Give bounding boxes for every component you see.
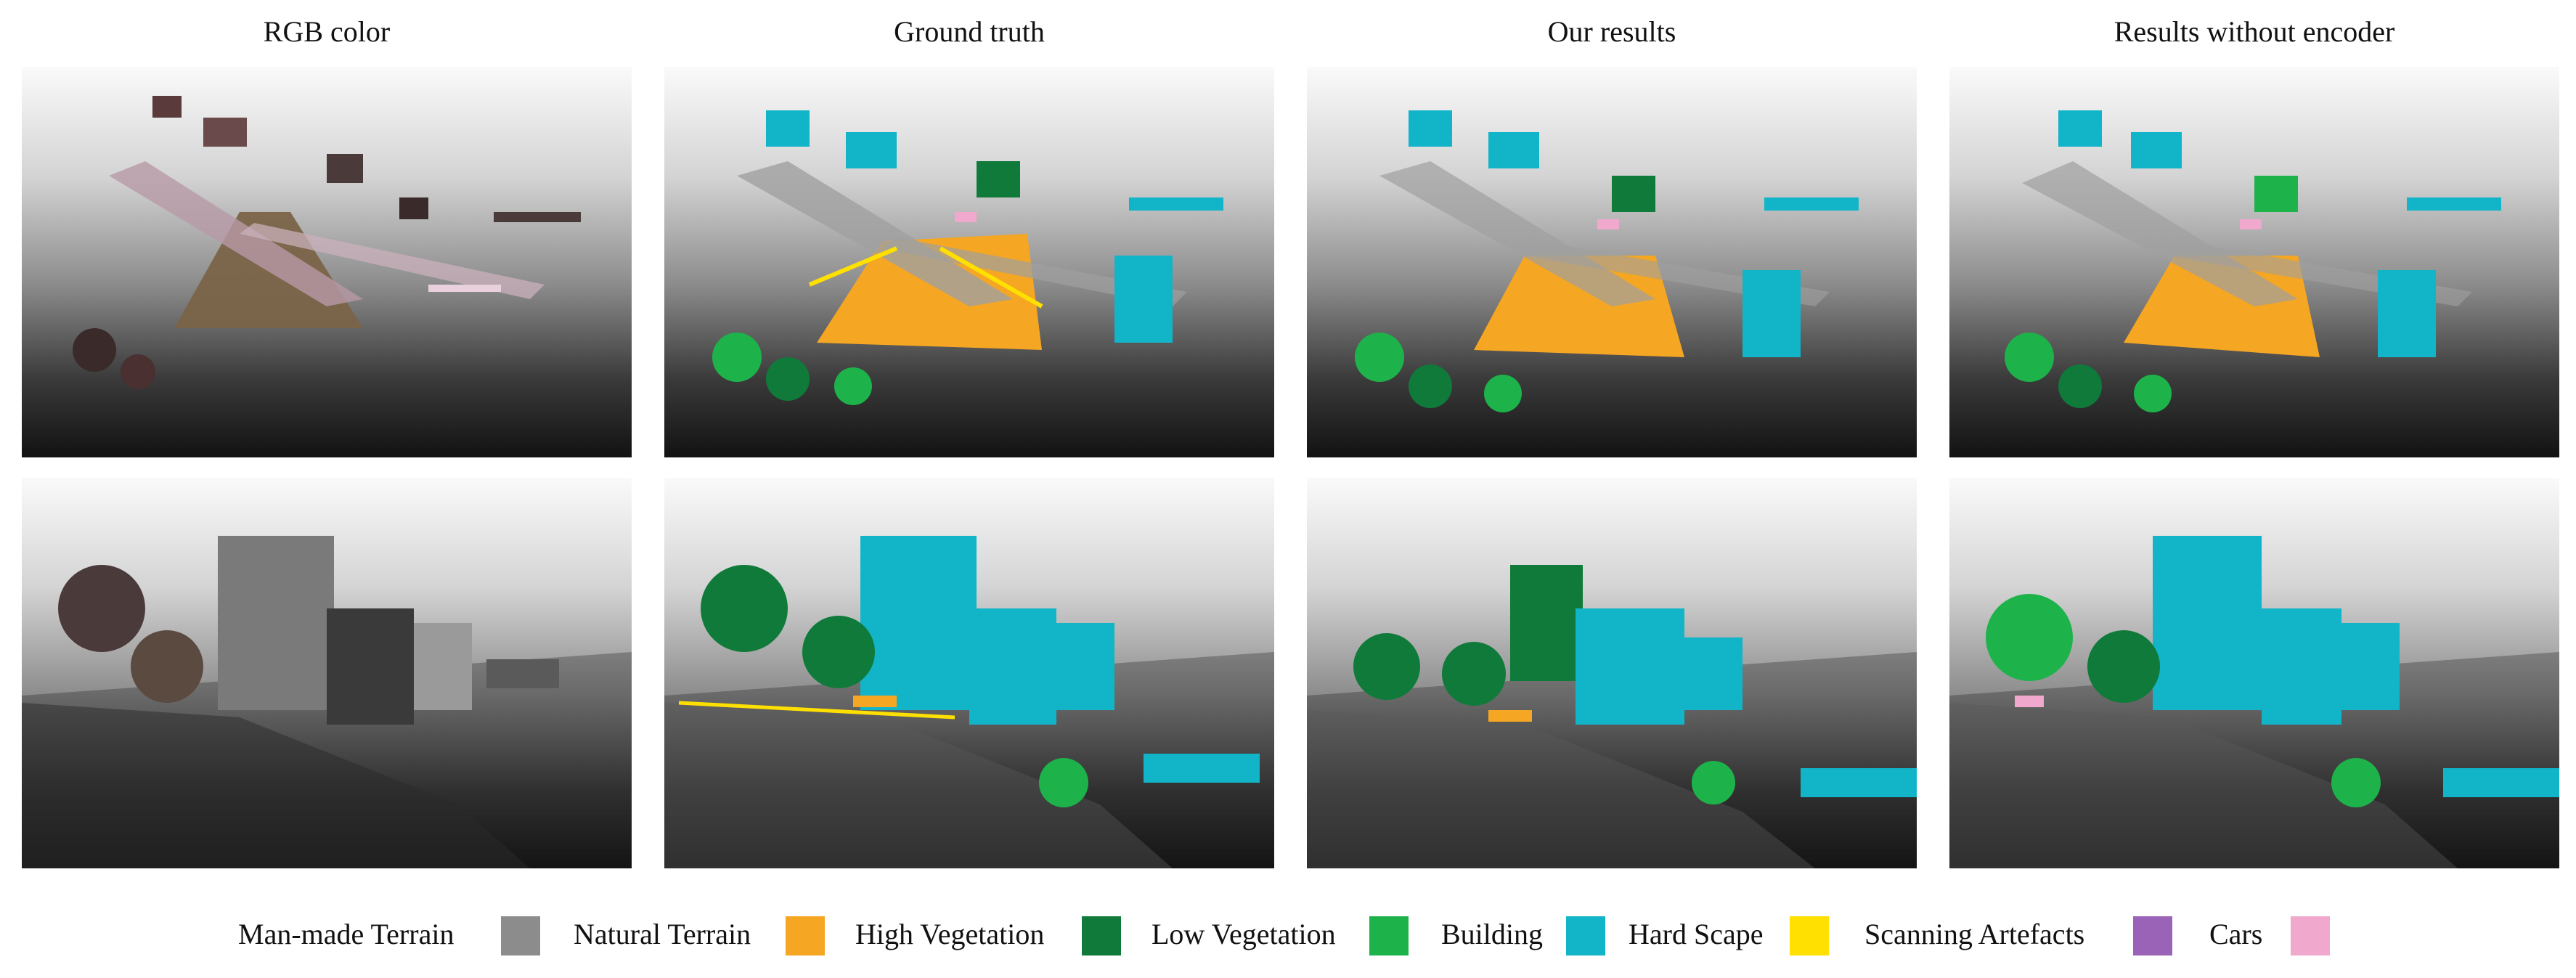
panel-our-results-scene-1: [1307, 67, 1917, 457]
panel-ground-truth-scene-1: [664, 67, 1274, 457]
legend-label: Natural Terrain: [574, 918, 751, 950]
class-legend: Man-made Terrain Natural Terrain High Ve…: [0, 909, 2576, 960]
legend-label: Scanning Artefacts: [1864, 918, 2085, 950]
legend-label: Cars: [2209, 918, 2263, 950]
legend-swatch: [786, 916, 825, 955]
legend-label: Hard Scape: [1629, 918, 1764, 950]
panel-our-results-scene-2: [1307, 478, 1917, 868]
column-title-without-encoder: Results without encoder: [2114, 15, 2395, 48]
legend-label: Building: [1441, 918, 1544, 950]
legend-swatch: [1566, 916, 1605, 955]
legend-swatch: [1369, 916, 1409, 955]
column-title-rgb: RGB color: [263, 15, 391, 48]
panel-rgb-scene-2: [22, 478, 632, 868]
panel-rgb-scene-1: [22, 67, 632, 457]
panel-ground-truth-scene-2: [664, 478, 1274, 868]
panel-without-encoder-scene-1: [1949, 67, 2559, 457]
legend-swatch: [2133, 916, 2172, 955]
legend-label: High Vegetation: [855, 918, 1045, 950]
legend-swatch: [1790, 916, 1829, 955]
panel-without-encoder-scene-2: [1949, 478, 2559, 868]
column-title-ground-truth: Ground truth: [894, 15, 1045, 48]
legend-swatch: [1082, 916, 1121, 955]
column-title-our-results: Our results: [1547, 15, 1676, 48]
legend-swatch: [501, 916, 540, 955]
legend-swatch: [2291, 916, 2330, 955]
legend-label: Low Vegetation: [1152, 918, 1336, 950]
legend-label: Man-made Terrain: [238, 918, 455, 950]
